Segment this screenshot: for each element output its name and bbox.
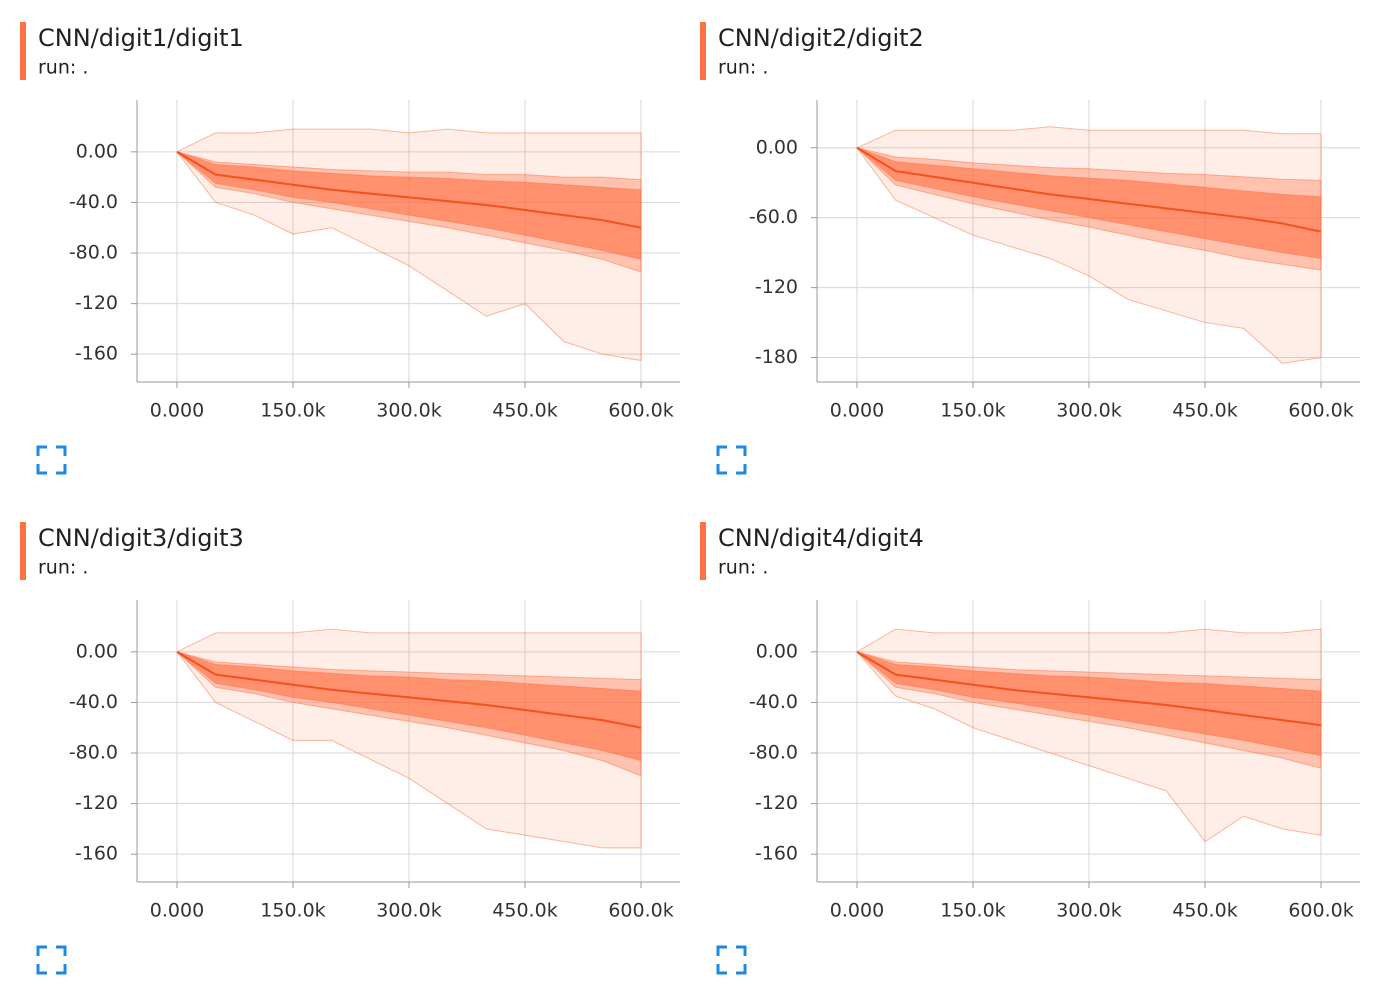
y-tick-label: -160	[755, 843, 798, 865]
y-tick-label: -40.0	[749, 691, 798, 713]
y-tick-label: 0.00	[756, 640, 798, 662]
x-tick-label: 300.0k	[1056, 900, 1121, 922]
y-tick-label: -120	[75, 292, 118, 314]
chart-title: CNN/digit1/digit1	[38, 24, 244, 52]
x-tick-label: 600.0k	[608, 400, 673, 422]
chart-subtitle: run: .	[38, 557, 88, 579]
chart-title: CNN/digit4/digit4	[718, 524, 924, 552]
median-line	[176, 650, 642, 729]
distribution-band	[856, 651, 1322, 757]
y-tick-label: -60.0	[749, 206, 798, 228]
expand-button[interactable]	[36, 945, 67, 975]
title-accent	[20, 522, 26, 580]
x-tick-label: 450.0k	[1172, 400, 1237, 422]
distribution-band	[176, 151, 642, 260]
x-tick-label: 0.000	[150, 400, 204, 422]
x-tick-label: 300.0k	[1056, 400, 1121, 422]
y-tick-label: -120	[755, 276, 798, 298]
x-tick-label: 300.0k	[376, 900, 441, 922]
chart-subtitle: run: .	[38, 57, 88, 79]
title-accent	[700, 22, 706, 80]
x-tick-label: 450.0k	[492, 400, 557, 422]
y-tick-label: -160	[75, 343, 118, 365]
y-tick-label: -80.0	[749, 742, 798, 764]
median-line	[176, 150, 642, 229]
y-tick-label: 0.00	[76, 640, 118, 662]
title-accent	[700, 522, 706, 580]
x-tick-label: 150.0k	[940, 900, 1005, 922]
expand-button[interactable]	[716, 945, 747, 975]
expand-button[interactable]	[716, 445, 747, 475]
x-tick-label: 450.0k	[492, 900, 557, 922]
chart-panel: CNN/digit1/digit1 run: . 0.000 150.0k 300.0k…	[20, 22, 680, 475]
x-tick-label: 0.000	[150, 900, 204, 922]
y-tick-label: -120	[75, 792, 118, 814]
y-tick-label: 0.00	[76, 140, 118, 162]
y-tick-label: -80.0	[69, 242, 118, 264]
y-tick-label: -160	[75, 843, 118, 865]
median-line	[856, 650, 1322, 727]
chart-subtitle: run: .	[718, 557, 768, 579]
y-tick-label: -40.0	[69, 191, 118, 213]
x-tick-label: 600.0k	[1288, 400, 1353, 422]
x-tick-label: 0.000	[830, 900, 884, 922]
title-accent	[20, 22, 26, 80]
chart-title: CNN/digit3/digit3	[38, 524, 244, 552]
median-line	[856, 146, 1322, 233]
x-tick-label: 0.000	[830, 400, 884, 422]
distribution-band	[856, 147, 1322, 260]
y-tick-label: -120	[755, 792, 798, 814]
y-tick-label: -180	[755, 346, 798, 368]
chart-title: CNN/digit2/digit2	[718, 24, 924, 52]
distribution-band	[176, 651, 642, 762]
x-tick-label: 150.0k	[260, 900, 325, 922]
y-tick-label: -80.0	[69, 742, 118, 764]
y-tick-label: -40.0	[69, 691, 118, 713]
chart-panel: CNN/digit4/digit4 run: . 0.000 150.0k 300.0k…	[700, 522, 1360, 975]
x-tick-label: 600.0k	[608, 900, 673, 922]
x-tick-label: 300.0k	[376, 400, 441, 422]
chart-panel: CNN/digit2/digit2 run: . 0.000 150.0k 300.0k…	[700, 22, 1360, 475]
x-tick-label: 600.0k	[1288, 900, 1353, 922]
x-tick-label: 150.0k	[940, 400, 1005, 422]
x-tick-label: 450.0k	[1172, 900, 1237, 922]
expand-button[interactable]	[36, 445, 67, 475]
y-tick-label: 0.00	[756, 136, 798, 158]
x-tick-label: 150.0k	[260, 400, 325, 422]
chart-panel: CNN/digit3/digit3 run: . 0.000 150.0k 300.0k…	[20, 522, 680, 975]
chart-subtitle: run: .	[718, 57, 768, 79]
